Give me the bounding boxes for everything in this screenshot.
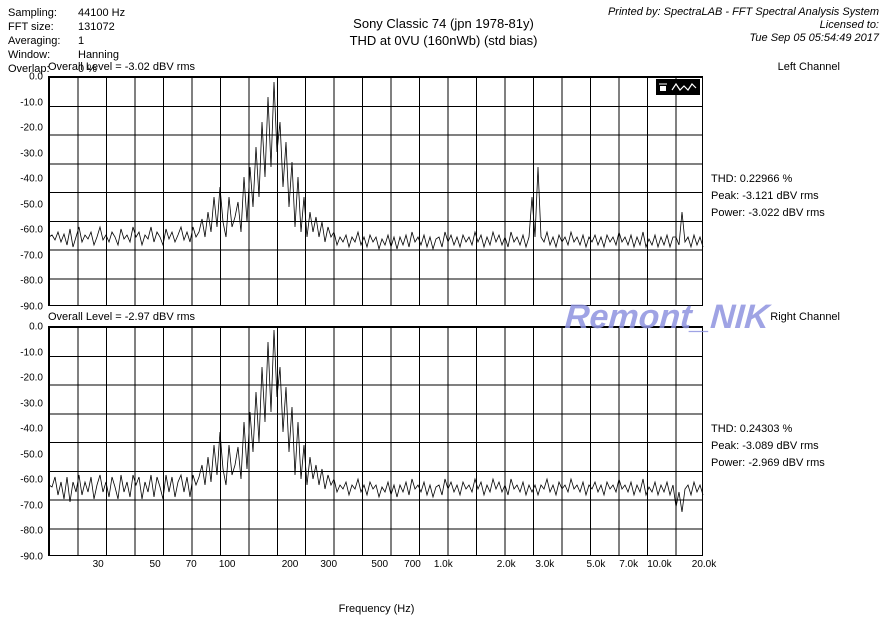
xtick-3k: 3.0k <box>535 559 554 570</box>
left-channel-chart: Overall Level = -3.02 dBV rms Left Chann… <box>48 76 703 324</box>
peak-label-left: Peak: <box>711 190 739 202</box>
xtick-20k: 20.0k <box>692 559 716 570</box>
chart-title: Sony Classic 74 (jpn 1978-81y) THD at 0V… <box>0 15 887 49</box>
overall-level-right: Overall Level = -2.97 dBV rms <box>48 311 195 323</box>
ytick-right-9: -90.0 <box>20 552 43 563</box>
xtick-50: 50 <box>150 559 161 570</box>
ytick-right-5: -50.0 <box>20 449 43 460</box>
ytick-left-6: -60.0 <box>20 225 43 236</box>
ytick-left-1: -10.0 <box>20 97 43 108</box>
ytick-right-6: -60.0 <box>20 475 43 486</box>
ytick-left-2: -20.0 <box>20 123 43 134</box>
yaxis-left: 0.0 -10.0 -20.0 -30.0 -40.0 -50.0 -60.0 … <box>1 77 45 307</box>
xtick-30: 30 <box>93 559 104 570</box>
ytick-left-0: 0.0 <box>29 72 43 83</box>
power-label-left: Power: <box>711 207 745 219</box>
ytick-left-8: -80.0 <box>20 276 43 287</box>
ytick-right-1: -10.0 <box>20 347 43 358</box>
fft-spectral-analysis-window: Sampling: 44100 Hz FFT size: 131072 Averag… <box>0 0 887 627</box>
ytick-left-5: -50.0 <box>20 199 43 210</box>
xtick-500: 500 <box>371 559 388 570</box>
xtick-300: 300 <box>320 559 337 570</box>
channel-label-left: Left Channel <box>778 61 840 73</box>
title-line1: Sony Classic 74 (jpn 1978-81y) <box>0 15 887 32</box>
thd-label-left: THD: <box>711 173 737 185</box>
ytick-left-7: -70.0 <box>20 250 43 261</box>
xaxis-title: Frequency (Hz) <box>49 603 704 615</box>
plot-area-left[interactable]: 0.0 -10.0 -20.0 -30.0 -40.0 -50.0 -60.0 … <box>48 76 703 306</box>
thd-value-right: 0.24303 % <box>740 423 793 435</box>
stats-left: THD: 0.22966 % Peak: -3.121 dBV rms Powe… <box>711 171 887 222</box>
xtick-200: 200 <box>282 559 299 570</box>
window-value: Hanning <box>78 49 119 61</box>
window-row: Window: <box>8 48 78 62</box>
ytick-right-0: 0.0 <box>29 322 43 333</box>
spectrum-trace-right <box>49 327 704 557</box>
ytick-right-8: -80.0 <box>20 526 43 537</box>
xtick-10k: 10.0k <box>647 559 671 570</box>
spectrum-trace-left <box>49 77 704 307</box>
xtick-100: 100 <box>219 559 236 570</box>
xtick-1k: 1.0k <box>434 559 453 570</box>
xtick-7k: 7.0k <box>619 559 638 570</box>
ytick-right-2: -20.0 <box>20 373 43 384</box>
peak-value-right: -3.089 dBV rms <box>742 440 818 452</box>
channel-label-right: Right Channel <box>770 311 840 323</box>
thd-label-right: THD: <box>711 423 737 435</box>
xtick-700: 700 <box>404 559 421 570</box>
power-label-right: Power: <box>711 457 745 469</box>
power-value-left: -3.022 dBV rms <box>748 207 824 219</box>
plot-area-right[interactable]: 0.0 -10.0 -20.0 -30.0 -40.0 -50.0 -60.0 … <box>48 326 703 556</box>
yaxis-right: 0.0 -10.0 -20.0 -30.0 -40.0 -50.0 -60.0 … <box>1 327 45 557</box>
xaxis-shared: 30 50 70 100 200 300 500 700 1.0k 2.0k 3… <box>49 559 704 579</box>
stats-right: THD: 0.24303 % Peak: -3.089 dBV rms Powe… <box>711 421 887 472</box>
ytick-left-9: -90.0 <box>20 302 43 313</box>
power-value-right: -2.969 dBV rms <box>748 457 824 469</box>
xtick-70: 70 <box>186 559 197 570</box>
ytick-left-3: -30.0 <box>20 148 43 159</box>
thd-value-left: 0.22966 % <box>740 173 793 185</box>
peak-value-left: -3.121 dBV rms <box>742 190 818 202</box>
ytick-right-3: -30.0 <box>20 398 43 409</box>
ytick-right-7: -70.0 <box>20 500 43 511</box>
xtick-5k: 5.0k <box>586 559 605 570</box>
title-line2: THD at 0VU (160nWb) (std bias) <box>0 32 887 49</box>
xtick-2k: 2.0k <box>497 559 516 570</box>
peak-label-right: Peak: <box>711 440 739 452</box>
ytick-right-4: -40.0 <box>20 424 43 435</box>
overall-level-left: Overall Level = -3.02 dBV rms <box>48 61 195 73</box>
ytick-left-4: -40.0 <box>20 174 43 185</box>
right-channel-chart: Overall Level = -2.97 dBV rms Right Chan… <box>48 326 703 574</box>
